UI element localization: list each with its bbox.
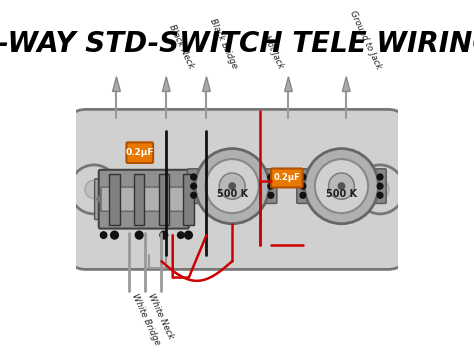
Circle shape: [185, 197, 191, 202]
FancyBboxPatch shape: [374, 169, 386, 203]
Circle shape: [184, 231, 192, 239]
Circle shape: [356, 165, 404, 214]
FancyBboxPatch shape: [99, 170, 189, 228]
Circle shape: [315, 159, 368, 213]
FancyBboxPatch shape: [271, 169, 302, 187]
FancyBboxPatch shape: [183, 179, 193, 220]
FancyBboxPatch shape: [188, 169, 200, 203]
Circle shape: [371, 180, 389, 198]
Polygon shape: [284, 77, 292, 91]
Circle shape: [268, 183, 273, 189]
Circle shape: [206, 159, 259, 213]
Text: White Bridge: White Bridge: [130, 292, 162, 347]
Circle shape: [85, 180, 103, 198]
Circle shape: [338, 183, 345, 190]
FancyBboxPatch shape: [68, 109, 406, 270]
Circle shape: [178, 232, 184, 238]
Text: Black Bridge: Black Bridge: [208, 17, 239, 70]
Circle shape: [377, 183, 383, 189]
Polygon shape: [202, 77, 210, 91]
Circle shape: [377, 174, 383, 180]
Circle shape: [191, 183, 197, 189]
Circle shape: [135, 231, 143, 239]
Circle shape: [304, 149, 378, 224]
FancyBboxPatch shape: [297, 169, 309, 203]
Circle shape: [268, 192, 273, 198]
Circle shape: [300, 192, 306, 198]
Circle shape: [377, 192, 383, 198]
Text: 0.2μF: 0.2μF: [273, 174, 300, 182]
Circle shape: [160, 231, 168, 239]
Polygon shape: [163, 77, 170, 91]
Polygon shape: [113, 77, 120, 91]
FancyBboxPatch shape: [134, 174, 144, 225]
Circle shape: [328, 173, 355, 199]
Circle shape: [191, 192, 197, 198]
Circle shape: [110, 231, 118, 239]
Circle shape: [268, 174, 273, 180]
Circle shape: [97, 197, 102, 202]
FancyBboxPatch shape: [183, 174, 193, 225]
Text: Hot Jack: Hot Jack: [262, 34, 285, 70]
Circle shape: [70, 165, 118, 214]
Text: Black Neck: Black Neck: [167, 23, 195, 70]
FancyBboxPatch shape: [95, 179, 105, 220]
Circle shape: [300, 174, 306, 180]
Circle shape: [229, 183, 236, 190]
FancyBboxPatch shape: [127, 142, 153, 163]
FancyBboxPatch shape: [159, 174, 169, 225]
Text: Ground to Jack: Ground to Jack: [348, 9, 383, 70]
Polygon shape: [342, 77, 350, 91]
Circle shape: [100, 232, 107, 238]
Text: 0.2μF: 0.2μF: [126, 148, 154, 157]
Circle shape: [300, 183, 306, 189]
FancyBboxPatch shape: [109, 174, 119, 225]
Text: 5-WAY STD-SWITCH TELE WIRING: 5-WAY STD-SWITCH TELE WIRING: [0, 30, 474, 58]
Text: 500 K: 500 K: [326, 189, 357, 199]
Circle shape: [219, 173, 245, 199]
Text: 500 K: 500 K: [217, 189, 248, 199]
Circle shape: [195, 149, 269, 224]
Circle shape: [191, 174, 197, 180]
FancyBboxPatch shape: [101, 187, 187, 211]
FancyBboxPatch shape: [264, 169, 277, 203]
Text: White Neck: White Neck: [146, 292, 175, 341]
